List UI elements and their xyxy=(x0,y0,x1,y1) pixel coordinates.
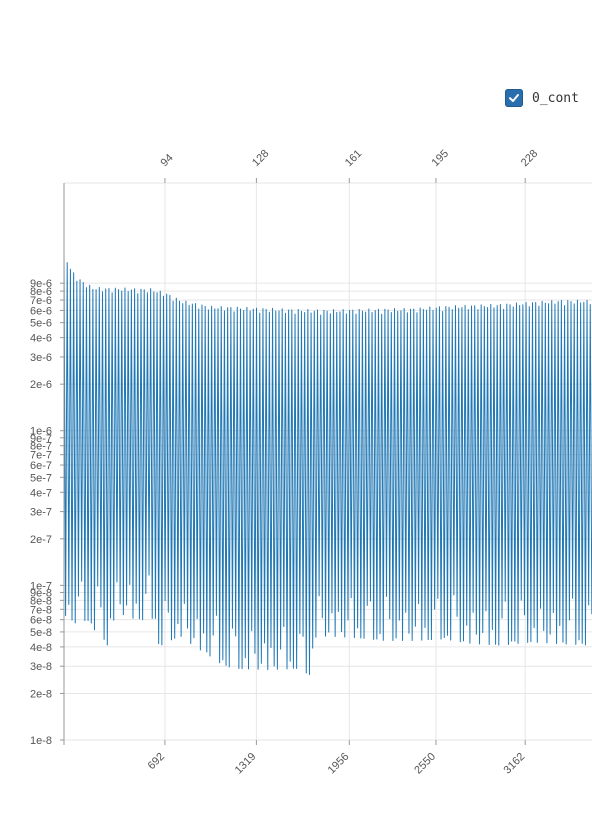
y-tick-label: 3e-8 xyxy=(30,661,52,673)
y-tick-label: 8e-6 xyxy=(30,286,52,298)
x-tick-label-bottom: 3162 xyxy=(502,751,528,777)
y-tick-label: 5e-6 xyxy=(30,318,52,330)
y-tick-label: 6e-6 xyxy=(30,305,52,317)
y-tick-label: 9e-7 xyxy=(30,433,52,445)
x-tick-label-top: 228 xyxy=(519,148,540,169)
y-tick-label: 4e-7 xyxy=(30,487,52,499)
y-tick-label: 9e-8 xyxy=(30,587,52,599)
y-tick-label: 3e-6 xyxy=(30,352,52,364)
y-tick-label: 7e-6 xyxy=(30,295,52,307)
y-tick-label: 8e-7 xyxy=(30,441,52,453)
y-tick-label: 6e-8 xyxy=(30,615,52,627)
y-tick-label: 7e-8 xyxy=(30,604,52,616)
y-tick-label: 2e-6 xyxy=(30,379,52,391)
y-tick-label: 1e-6 xyxy=(30,426,52,438)
y-tick-label: 4e-8 xyxy=(30,642,52,654)
y-tick-label: 4e-6 xyxy=(30,333,52,345)
y-tick-label: 1e-8 xyxy=(30,735,52,747)
legend-checkbox[interactable] xyxy=(505,89,523,107)
y-tick-label: 1e-7 xyxy=(30,580,52,592)
y-tick-label: 2e-8 xyxy=(30,688,52,700)
x-tick-label-bottom: 1319 xyxy=(233,751,259,777)
y-tick-label: 6e-7 xyxy=(30,460,52,472)
x-tick-label-top: 94 xyxy=(159,152,176,169)
y-tick-label: 9e-6 xyxy=(30,278,52,290)
x-tick-label-bottom: 692 xyxy=(146,751,167,772)
y-tick-label: 7e-7 xyxy=(30,450,52,462)
y-tick-label: 3e-7 xyxy=(30,507,52,519)
x-tick-label-bottom: 2550 xyxy=(412,751,438,777)
check-icon xyxy=(509,94,519,102)
y-tick-label: 5e-7 xyxy=(30,472,52,484)
y-tick-label: 8e-8 xyxy=(30,595,52,607)
y-tick-label: 5e-8 xyxy=(30,627,52,639)
legend: 0_cont xyxy=(505,89,579,107)
y-tick-label: 2e-7 xyxy=(30,534,52,546)
x-tick-label-top: 195 xyxy=(430,148,451,169)
series-line-0_cont xyxy=(63,251,592,675)
x-tick-label-top: 128 xyxy=(250,148,271,169)
series-0_cont xyxy=(63,251,592,675)
axes xyxy=(60,178,526,745)
legend-label: 0_cont xyxy=(532,90,579,106)
x-tick-label-bottom: 1956 xyxy=(326,751,352,777)
x-tick-label-top: 161 xyxy=(343,148,364,169)
